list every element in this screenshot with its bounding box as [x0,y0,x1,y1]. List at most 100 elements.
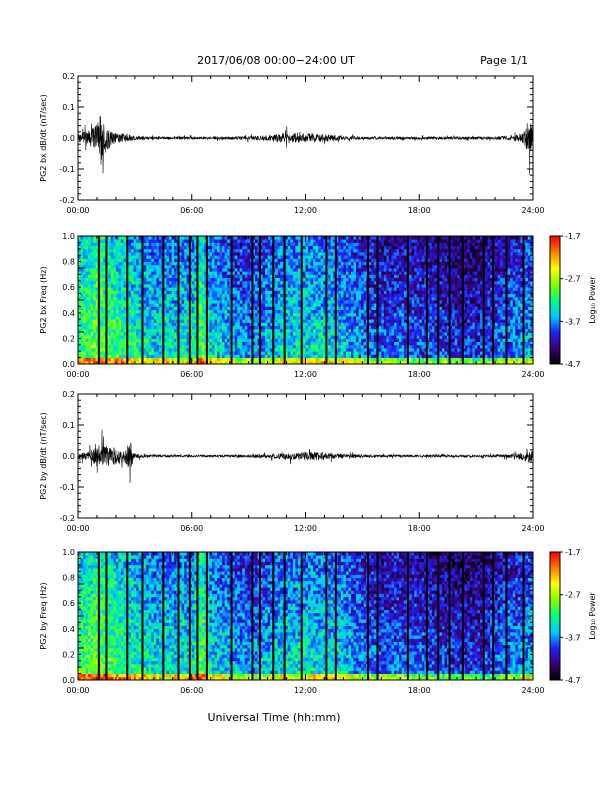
spectrogram-cell [123,357,127,362]
spectrogram-cell [199,328,203,333]
spectrogram-cell [179,264,183,269]
spectrogram-cell [338,287,342,291]
spectrogram-cell [378,357,382,362]
spectrogram-cell [285,296,289,301]
spectrogram-cell [383,277,387,282]
spectrogram-cell [166,245,170,250]
spectrogram-cell [169,236,172,240]
spectrogram-cell [120,322,124,326]
spectrogram-cell [381,319,385,323]
spectrogram-cell [100,274,104,278]
spectrogram-cell [320,245,324,250]
spectrogram-cell [237,338,241,342]
spectrogram-cell [206,319,210,323]
spectrogram-cell [363,296,367,301]
spectrogram-cell [257,348,261,352]
spectrogram-cell [335,303,339,307]
spectrogram-cell [138,261,142,266]
spectrogram-cell [249,293,253,298]
spectrogram-cell [348,357,352,362]
spectrogram-cell [320,287,324,291]
spectrogram-cell [163,258,167,262]
spectrogram-cell [209,335,213,339]
spectrogram-cell [308,300,311,304]
spectrogram-cell [120,261,124,266]
spectrogram-cell [368,242,372,246]
spectrogram-cell [153,360,157,365]
spectrogram-cell [305,236,309,240]
spectrogram-cell [214,271,218,275]
spectrogram-cell [224,258,228,262]
spectrogram-cell [302,248,306,253]
spectrogram-cell [115,338,119,342]
spectrogram-cell [335,280,339,285]
spectrogram-cell [194,300,198,304]
spectrogram-cell [330,319,334,323]
spectrogram-cell [206,293,210,298]
spectrogram-cell [88,335,92,339]
spectrogram-cell [88,344,92,349]
spectrogram-cell [383,328,387,333]
spectrogram-cell [242,351,246,355]
spectrogram-cell [318,351,322,355]
spectrogram-cell [244,300,248,304]
spectrogram-cell [305,284,309,288]
spectrogram-cell [118,296,122,301]
spectrogram-cell [174,309,177,314]
spectrogram-cell [328,312,332,317]
spectrogram-cell [244,325,248,330]
spectrogram-cell [204,287,208,291]
spectrogram-cell [83,248,86,253]
spectrogram-cell [138,338,142,342]
spectrogram-cell [295,332,299,336]
spectrogram-cell [219,306,223,310]
spectrogram-cell [206,296,210,301]
spectrogram-cell [371,242,375,246]
spectrogram-cell [136,236,140,240]
spectrogram-cell [219,300,223,304]
spectrogram-cell [88,316,92,320]
spectrogram-cell [363,332,367,336]
spectrogram-cell [217,236,220,240]
spectrogram-cell [249,338,253,342]
spectrogram-cell [254,351,258,355]
spectrogram-cell [361,344,365,349]
spectrogram-cell [217,341,220,346]
spectrogram-cell [252,306,256,310]
spectrogram-cell [123,303,127,307]
spectrogram-cell [363,284,367,288]
spectrogram-cell [90,357,94,362]
spectrogram-cell [358,309,362,314]
spectrogram-cell [95,290,99,294]
spectrogram-cell [214,287,218,291]
spectrogram-cell [285,300,289,304]
spectrogram-cell [257,255,261,259]
spectrogram-cell [252,332,256,336]
spectrogram-cell [204,348,208,352]
spectrogram-cell [371,354,375,358]
spectrogram-cell [287,280,291,285]
spectrogram-cell [242,303,246,307]
spectrogram-cell [179,338,183,342]
spectrogram-cell [242,284,246,288]
spectrogram-cell [237,255,241,259]
spectrogram-cell [292,309,296,314]
spectrogram-cell [353,328,357,333]
spectrogram-cell [313,296,317,301]
spectrogram-cell [318,328,322,333]
spectrogram-cell [171,325,175,330]
spectrogram-cell [199,252,203,256]
spectrogram-cell [348,287,352,291]
spectrogram-cell [90,348,94,352]
spectrogram-cell [179,287,183,291]
spectrogram-cell [118,252,122,256]
spectrogram-cell [257,300,261,304]
spectrogram-cell [209,287,213,291]
spectrogram-cell [108,328,112,333]
spectrogram-cell [100,328,104,333]
spectrogram-cell [348,316,352,320]
spectrogram-cell [313,242,317,246]
spectrogram-cell [323,258,327,262]
spectrogram-cell [83,312,86,317]
spectrogram-cell [224,248,228,253]
